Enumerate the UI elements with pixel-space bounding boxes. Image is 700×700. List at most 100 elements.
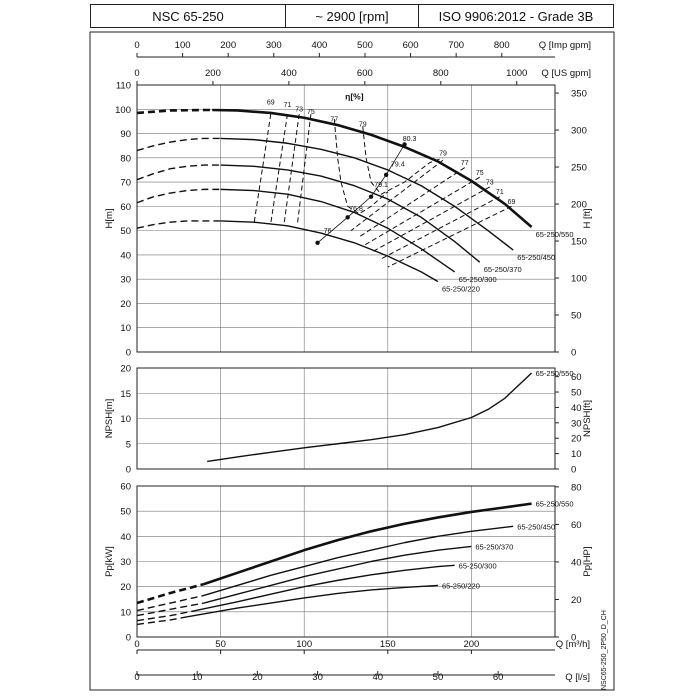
power-series-line <box>187 584 439 618</box>
m3h-tick-label: 50 <box>215 639 226 650</box>
npsh-y-tick-label: 10 <box>120 414 131 425</box>
efficiency-iso-line <box>379 196 501 261</box>
head-y-tick-label: 0 <box>126 348 131 359</box>
head-plot-frame <box>136 84 556 353</box>
efficiency-label: 79 <box>439 150 447 157</box>
head-right-tick-label: 250 <box>571 163 587 174</box>
npsh-right-tick-label: 40 <box>571 403 582 414</box>
pump-model-label: NSC 65-250 <box>152 8 224 24</box>
power-y-tick-label: 60 <box>120 482 131 493</box>
npsh-right-tick-label: 30 <box>571 418 582 429</box>
head-series-line-dashed <box>136 220 221 229</box>
head-right-tick-label: 350 <box>571 89 587 100</box>
power-series-line <box>203 502 532 586</box>
bep-point <box>368 194 374 199</box>
head-series-line <box>220 164 481 263</box>
efficiency-iso-line <box>350 159 444 232</box>
imp-gpm-tick-label: 800 <box>494 40 510 51</box>
head-right-tick-label: 50 <box>571 311 582 322</box>
efficiency-label: 69 <box>508 199 516 206</box>
us-gpm-tick-label: 1000 <box>506 68 527 79</box>
npsh-plot-frame <box>136 367 556 470</box>
head-y-tick-label: 30 <box>120 275 131 286</box>
efficiency-iso-line <box>253 114 272 224</box>
efficiency-iso-line <box>270 114 288 224</box>
side-code-label: NSC65-250_2P50_D_CH <box>601 610 608 690</box>
imp-gpm-axis-label: Q [Imp gpm] <box>539 40 591 51</box>
head-right-tick-label: 200 <box>571 200 587 211</box>
standard-label: ISO 9906:2012 - Grade 3B <box>438 8 594 24</box>
head-series-label: 65-250/370 <box>484 265 522 274</box>
head-y-tick-label: 50 <box>120 226 131 237</box>
head-series-line <box>220 220 439 283</box>
us-gpm-tick-label: 600 <box>357 68 373 79</box>
head-series-line <box>212 108 533 228</box>
npsh-y-tick-label: 0 <box>126 465 131 476</box>
npsh-y-tick-label: 15 <box>120 389 131 400</box>
power-right-tick-label: 0 <box>571 633 576 644</box>
efficiency-iso-line <box>283 114 300 224</box>
power-right-tick-label: 80 <box>571 482 582 493</box>
head-series-label: 65-250/220 <box>442 285 480 294</box>
head-y-axis-label: H[m] <box>104 208 115 228</box>
head-y-tick-label: 60 <box>120 202 131 213</box>
ls-tick-label: 10 <box>192 672 203 683</box>
head-right-tick-label: 100 <box>571 274 587 285</box>
efficiency-label: 71 <box>496 189 504 196</box>
bep-point <box>315 240 320 245</box>
ls-tick-label: 0 <box>134 672 139 683</box>
head-y-tick-label: 80 <box>120 153 131 164</box>
npsh-right-tick-label: 10 <box>571 449 582 460</box>
bep-point <box>402 142 407 147</box>
efficiency-label: 76 <box>324 228 332 235</box>
imp-gpm-tick-label: 400 <box>311 40 327 51</box>
us-gpm-tick-label: 0 <box>134 68 139 79</box>
m3h-axis-label: Q [m³/h] <box>556 639 590 650</box>
efficiency-label: 80.3 <box>403 136 417 143</box>
power-y-tick-label: 50 <box>120 507 131 518</box>
head-series-line-dashed <box>136 108 213 115</box>
power-series-label: 65-250/300 <box>459 561 497 570</box>
head-series-label: 65-250/450 <box>517 253 555 262</box>
efficiency-label: 79.1 <box>374 182 388 189</box>
power-series-label: 65-250/220 <box>442 581 480 590</box>
us-gpm-tick-label: 400 <box>281 68 297 79</box>
head-series-line-dashed <box>136 188 221 204</box>
efficiency-iso-line <box>362 126 444 195</box>
ls-tick-label: 40 <box>372 672 383 683</box>
speed-label: ~ 2900 [rpm] <box>315 8 389 24</box>
efficiency-label: 69 <box>267 99 275 106</box>
power-series-line-dashed <box>136 582 205 605</box>
power-y-tick-label: 30 <box>120 557 131 568</box>
us-gpm-tick-label: 800 <box>433 68 449 79</box>
imp-gpm-tick-label: 200 <box>220 40 236 51</box>
power-y-axis-label: Pp[kW] <box>104 546 115 577</box>
bep-point <box>383 172 389 178</box>
sheet-frame <box>89 31 615 691</box>
npsh-y-axis-label: NPSH[m] <box>104 399 115 439</box>
head-series-line-dashed <box>136 137 221 152</box>
imp-gpm-tick-label: 600 <box>403 40 419 51</box>
npsh-series-label: 65-250/550 <box>536 369 574 378</box>
npsh-right-tick-label: 0 <box>571 465 576 476</box>
power-right-tick-label: 60 <box>571 520 582 531</box>
head-y-tick-label: 70 <box>120 178 131 189</box>
head-y-tick-label: 10 <box>120 323 131 334</box>
npsh-y-tick-label: 5 <box>126 439 131 450</box>
imp-gpm-tick-label: 300 <box>266 40 282 51</box>
power-series-line-dashed <box>136 594 205 612</box>
power-right-tick-label: 40 <box>571 557 582 568</box>
head-series-line <box>220 137 514 251</box>
power-y-tick-label: 0 <box>126 633 131 644</box>
power-y2-axis-label: Pp[HP] <box>582 546 593 576</box>
power-series-label: 65-250/370 <box>475 542 513 551</box>
imp-gpm-tick-label: 700 <box>448 40 464 51</box>
head-y-tick-label: 100 <box>115 105 131 116</box>
power-series-line-dashed <box>136 609 196 622</box>
power-plot-frame <box>136 485 556 638</box>
imp-gpm-tick-label: 500 <box>357 40 373 51</box>
efficiency-label: 77 <box>461 160 469 167</box>
npsh-series-line <box>207 372 533 463</box>
